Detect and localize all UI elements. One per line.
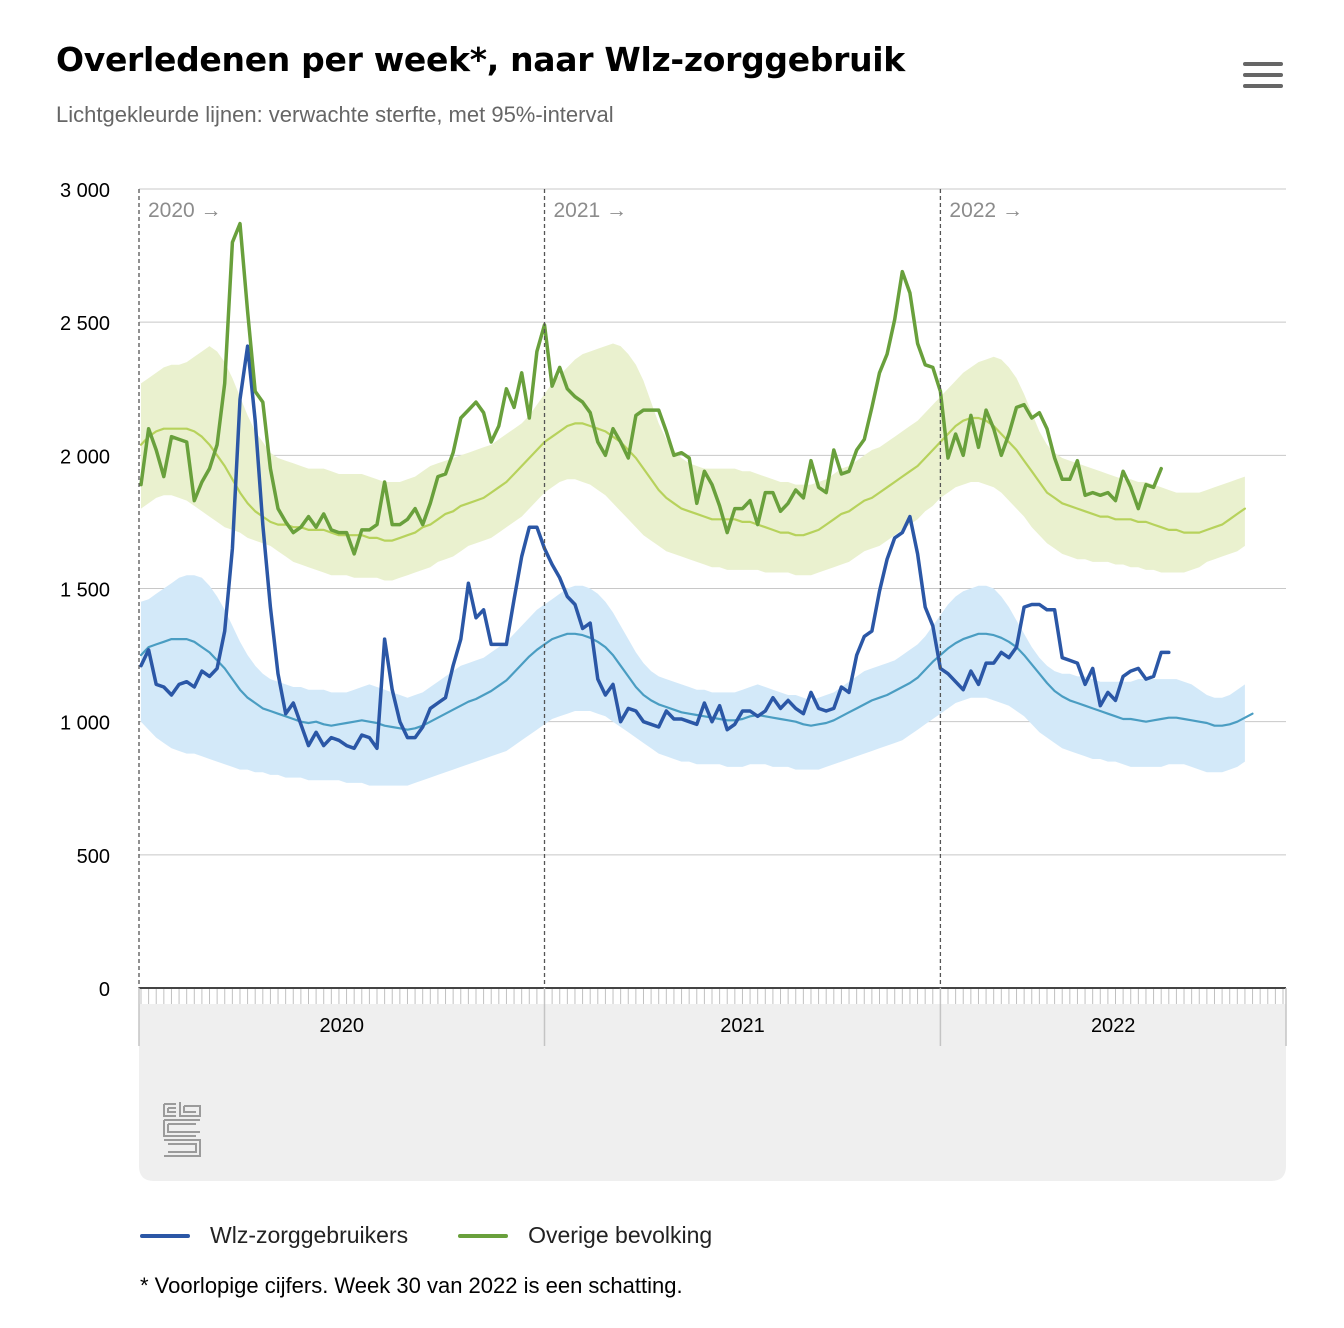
year-marker-label: 2020 →	[148, 199, 222, 222]
legend-item-overige[interactable]: Overige bevolking	[458, 1222, 712, 1249]
y-tick-label: 1 500	[60, 580, 110, 602]
overige-interval-band	[141, 343, 1245, 581]
footnote: * Voorlopige cijfers. Week 30 van 2022 i…	[140, 1273, 683, 1298]
chart-title: Overledenen per week*, naar Wlz-zorggebr…	[56, 40, 905, 79]
legend-label-overige: Overige bevolking	[528, 1222, 713, 1248]
series-lines	[139, 221, 1254, 751]
cbs-logo	[163, 1102, 201, 1157]
cbs-logo-bottom	[163, 1119, 201, 1157]
y-tick-label: 500	[77, 846, 110, 868]
interval-bands	[141, 343, 1245, 786]
cbs-logo-top	[163, 1102, 201, 1117]
legend-swatch-wlz	[140, 1233, 190, 1238]
wlz-expected-line	[139, 632, 1254, 731]
wlz-interval-band	[141, 575, 1245, 786]
y-tick-label: 3 000	[60, 180, 110, 202]
navigator-year-label: 2020	[320, 1015, 365, 1037]
navigator-year-label: 2022	[1091, 1015, 1136, 1037]
navigator-year-label: 2021	[720, 1015, 765, 1037]
y-tick-label: 0	[99, 979, 110, 1001]
menu-bar	[1243, 84, 1283, 88]
y-axis: 0 500 1 000 1 500 2 000 2 500 3 000	[60, 180, 110, 1001]
gridlines	[139, 188, 1286, 1004]
overige-series-line	[139, 221, 1163, 556]
overige-expected-line	[139, 416, 1247, 542]
y-tick-label: 2 000	[60, 446, 110, 468]
navigator[interactable]: 2020 2021 2022	[138, 988, 1287, 1181]
year-marker-label: 2022 →	[949, 199, 1023, 222]
legend-item-wlz[interactable]: Wlz-zorggebruikers	[140, 1222, 408, 1249]
y-tick-label: 1 000	[60, 713, 110, 735]
year-marker-label: 2021 →	[554, 199, 628, 222]
hamburger-menu-icon[interactable]	[1240, 62, 1286, 98]
legend-label-wlz: Wlz-zorggebruikers	[210, 1222, 409, 1248]
year-markers: 2020 → 2021 → 2022 →	[138, 189, 1023, 988]
menu-bar	[1243, 62, 1283, 66]
legend: Wlz-zorggebruikers Overige bevolking	[140, 1222, 762, 1249]
navigator-panel	[139, 1004, 1286, 1181]
y-tick-label: 2 500	[60, 313, 110, 335]
menu-bar	[1243, 73, 1283, 77]
wlz-series-line	[139, 344, 1171, 751]
chart-area: 0 500 1 000 1 500 2 000 2 500 3 000 2020 → 2021…	[60, 180, 1287, 1181]
chart-subtitle: Lichtgekleurde lijnen: verwachte sterfte…	[56, 102, 614, 127]
legend-swatch-overige	[458, 1233, 509, 1238]
